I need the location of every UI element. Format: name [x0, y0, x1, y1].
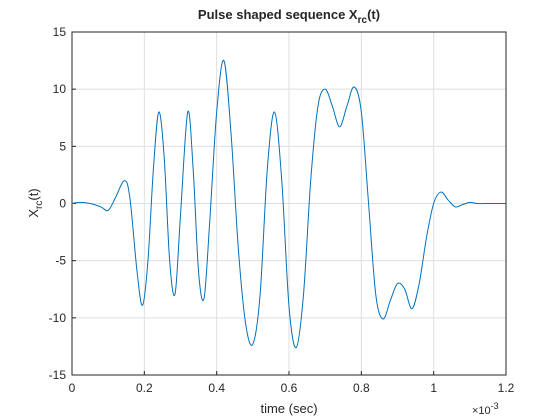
x-tick-label: 1	[430, 381, 437, 395]
y-tick-label: -10	[49, 311, 67, 325]
y-tick-label: 0	[59, 197, 66, 211]
y-tick-label: 5	[59, 139, 66, 153]
x-tick-label: 0.6	[281, 381, 298, 395]
y-tick-label: 10	[53, 82, 67, 96]
y-tick-label: -15	[49, 368, 67, 382]
x-tick-label: 0	[69, 381, 76, 395]
x-tick-label: 0.4	[208, 381, 225, 395]
x-tick-label: 0.8	[353, 381, 370, 395]
data-line	[71, 60, 506, 349]
y-tick-label: 15	[53, 25, 67, 39]
y-tick-label: -5	[55, 254, 66, 268]
x-exponent: ×10-3	[472, 401, 499, 417]
x-axis-label: time (sec)	[260, 401, 317, 416]
y-axis-label: Xrc(t)	[26, 188, 45, 217]
chart-title: Pulse shaped sequence Xrc(t)	[198, 7, 380, 26]
x-tick-label: 1.2	[498, 381, 515, 395]
x-tick-label: 0.2	[136, 381, 153, 395]
